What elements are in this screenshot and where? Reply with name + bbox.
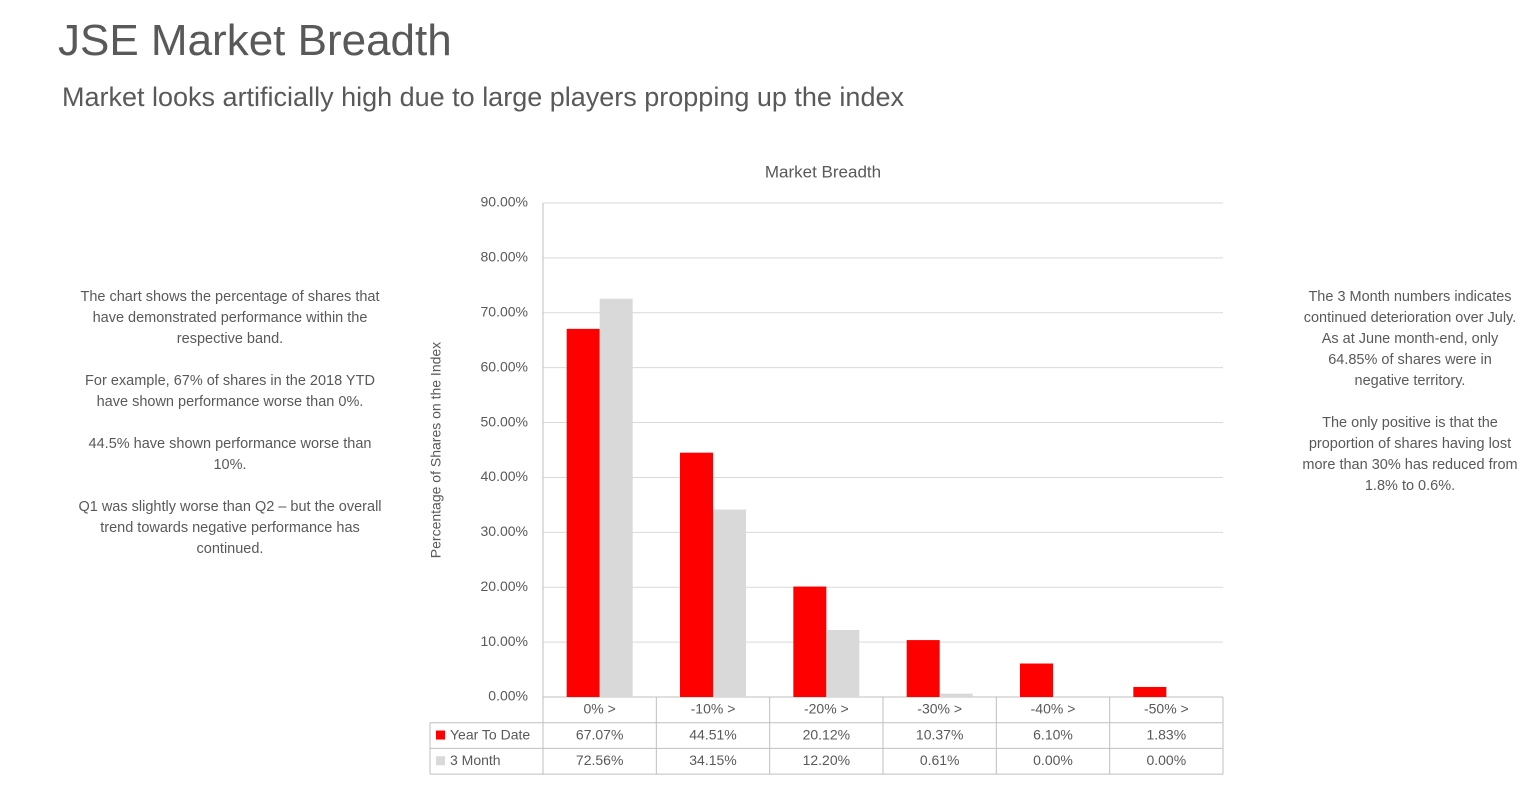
y-axis-label: Percentage of Shares on the Index — [428, 342, 444, 558]
table-value: 6.10% — [1033, 726, 1073, 742]
y-tick-label: 0.00% — [488, 688, 528, 704]
note-paragraph: The 3 Month numbers indicates continued … — [1303, 289, 1517, 389]
table-value: 0.00% — [1146, 752, 1186, 768]
table-value: 72.56% — [576, 752, 623, 768]
note-paragraph: The only positive is that the proportion… — [1302, 415, 1518, 494]
right-notes: The 3 Month numbers indicates continued … — [1300, 287, 1520, 518]
bar — [1133, 686, 1167, 697]
table-value: 12.20% — [803, 752, 850, 768]
bar — [793, 586, 827, 697]
table-value: 67.07% — [576, 726, 623, 742]
table-value: 1.83% — [1146, 726, 1186, 742]
y-tick-label: 50.00% — [481, 413, 528, 429]
y-tick-label: 60.00% — [481, 358, 528, 374]
y-tick-label: 90.00% — [481, 194, 528, 210]
note-paragraph: 44.5% have shown performance worse than … — [88, 436, 372, 473]
table-value: 44.51% — [689, 726, 736, 742]
bar — [1020, 663, 1053, 697]
chart-title: Market Breadth — [765, 162, 881, 181]
x-tick-label: -40% > — [1031, 701, 1076, 717]
bar — [680, 452, 713, 697]
note-paragraph: The chart shows the percentage of shares… — [80, 289, 380, 347]
note-paragraph: For example, 67% of shares in the 2018 Y… — [85, 373, 375, 410]
bar — [713, 509, 746, 697]
legend-swatch — [436, 730, 445, 740]
bar — [826, 630, 860, 697]
bar — [906, 640, 940, 697]
note-paragraph: Q1 was slightly worse than Q2 – but the … — [78, 499, 382, 557]
bar — [939, 693, 973, 697]
x-tick-label: -50% > — [1144, 701, 1189, 717]
slide-subtitle: Market looks artificially high due to la… — [62, 82, 904, 112]
y-tick-label: 10.00% — [481, 633, 528, 649]
slide-title: JSE Market Breadth — [58, 16, 452, 65]
legend-label: Year To Date — [450, 726, 530, 742]
y-tick-label: 20.00% — [481, 578, 528, 594]
table-value: 34.15% — [689, 752, 736, 768]
table-value: 0.00% — [1033, 752, 1073, 768]
y-tick-label: 70.00% — [481, 303, 528, 319]
y-tick-label: 40.00% — [481, 468, 528, 484]
table-value: 20.12% — [803, 726, 850, 742]
legend-swatch — [436, 756, 445, 766]
x-tick-label: -30% > — [917, 701, 962, 717]
table-value: 10.37% — [916, 726, 963, 742]
y-tick-label: 80.00% — [481, 249, 528, 265]
y-tick-label: 30.00% — [481, 523, 528, 539]
x-tick-label: -20% > — [804, 701, 849, 717]
bar — [599, 298, 633, 697]
bar — [566, 328, 600, 697]
table-value: 0.61% — [920, 752, 960, 768]
left-notes: The chart shows the percentage of shares… — [75, 287, 385, 581]
x-tick-label: 0% > — [584, 701, 616, 717]
legend-label: 3 Month — [450, 752, 501, 768]
x-tick-label: -10% > — [691, 701, 736, 717]
